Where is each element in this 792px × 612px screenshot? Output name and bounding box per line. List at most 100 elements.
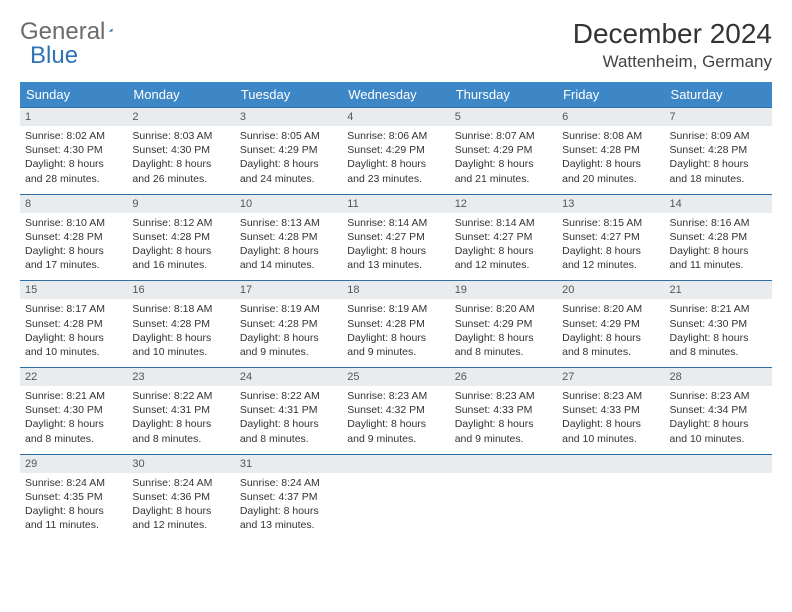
weekday-header: Monday	[127, 82, 234, 108]
day-number: 31	[235, 455, 342, 473]
daylight-line: Daylight: 8 hours and 11 minutes.	[25, 504, 122, 532]
day-info: Sunrise: 8:14 AMSunset: 4:27 PMDaylight:…	[450, 213, 557, 281]
day-number: 24	[235, 368, 342, 386]
sunrise-line: Sunrise: 8:23 AM	[455, 389, 552, 403]
daylight-line: Daylight: 8 hours and 13 minutes.	[240, 504, 337, 532]
sunset-line: Sunset: 4:29 PM	[455, 317, 552, 331]
day-info: Sunrise: 8:21 AMSunset: 4:30 PMDaylight:…	[665, 299, 772, 367]
sunrise-line: Sunrise: 8:03 AM	[132, 129, 229, 143]
sunrise-line: Sunrise: 8:02 AM	[25, 129, 122, 143]
day-info: Sunrise: 8:19 AMSunset: 4:28 PMDaylight:…	[235, 299, 342, 367]
calendar-day-cell: 25Sunrise: 8:23 AMSunset: 4:32 PMDayligh…	[342, 368, 449, 455]
day-info: Sunrise: 8:23 AMSunset: 4:34 PMDaylight:…	[665, 386, 772, 454]
daylight-line: Daylight: 8 hours and 17 minutes.	[25, 244, 122, 272]
calendar-day-cell: 14Sunrise: 8:16 AMSunset: 4:28 PMDayligh…	[665, 194, 772, 281]
logo-icon	[109, 21, 113, 39]
day-info: Sunrise: 8:15 AMSunset: 4:27 PMDaylight:…	[557, 213, 664, 281]
weekday-header: Thursday	[450, 82, 557, 108]
daylight-line: Daylight: 8 hours and 21 minutes.	[455, 157, 552, 185]
daylight-line: Daylight: 8 hours and 12 minutes.	[132, 504, 229, 532]
sunset-line: Sunset: 4:36 PM	[132, 490, 229, 504]
calendar-week-row: 1Sunrise: 8:02 AMSunset: 4:30 PMDaylight…	[20, 108, 772, 195]
daylight-line: Daylight: 8 hours and 20 minutes.	[562, 157, 659, 185]
calendar-day-cell: 31Sunrise: 8:24 AMSunset: 4:37 PMDayligh…	[235, 454, 342, 540]
day-number: 10	[235, 195, 342, 213]
calendar-day-cell	[342, 454, 449, 540]
day-number: 13	[557, 195, 664, 213]
day-number: 26	[450, 368, 557, 386]
calendar-table: Sunday Monday Tuesday Wednesday Thursday…	[20, 82, 772, 540]
day-info: Sunrise: 8:24 AMSunset: 4:35 PMDaylight:…	[20, 473, 127, 541]
daylight-line: Daylight: 8 hours and 9 minutes.	[347, 331, 444, 359]
daylight-line: Daylight: 8 hours and 8 minutes.	[25, 417, 122, 445]
sunset-line: Sunset: 4:28 PM	[670, 143, 767, 157]
day-number: 5	[450, 108, 557, 126]
sunset-line: Sunset: 4:27 PM	[455, 230, 552, 244]
daylight-line: Daylight: 8 hours and 23 minutes.	[347, 157, 444, 185]
sunrise-line: Sunrise: 8:14 AM	[455, 216, 552, 230]
sunset-line: Sunset: 4:35 PM	[25, 490, 122, 504]
calendar-day-cell: 23Sunrise: 8:22 AMSunset: 4:31 PMDayligh…	[127, 368, 234, 455]
daylight-line: Daylight: 8 hours and 10 minutes.	[670, 417, 767, 445]
daylight-line: Daylight: 8 hours and 12 minutes.	[562, 244, 659, 272]
day-number: 16	[127, 281, 234, 299]
day-info: Sunrise: 8:12 AMSunset: 4:28 PMDaylight:…	[127, 213, 234, 281]
daylight-line: Daylight: 8 hours and 28 minutes.	[25, 157, 122, 185]
day-number: 12	[450, 195, 557, 213]
day-info-empty	[665, 473, 772, 531]
calendar-day-cell: 24Sunrise: 8:22 AMSunset: 4:31 PMDayligh…	[235, 368, 342, 455]
sunrise-line: Sunrise: 8:24 AM	[132, 476, 229, 490]
daylight-line: Daylight: 8 hours and 8 minutes.	[132, 417, 229, 445]
daylight-line: Daylight: 8 hours and 11 minutes.	[670, 244, 767, 272]
title-block: December 2024 Wattenheim, Germany	[573, 18, 772, 72]
daylight-line: Daylight: 8 hours and 8 minutes.	[240, 417, 337, 445]
calendar-day-cell: 6Sunrise: 8:08 AMSunset: 4:28 PMDaylight…	[557, 108, 664, 195]
daylight-line: Daylight: 8 hours and 16 minutes.	[132, 244, 229, 272]
day-info: Sunrise: 8:21 AMSunset: 4:30 PMDaylight:…	[20, 386, 127, 454]
daylight-line: Daylight: 8 hours and 24 minutes.	[240, 157, 337, 185]
calendar-week-row: 22Sunrise: 8:21 AMSunset: 4:30 PMDayligh…	[20, 368, 772, 455]
day-number-empty	[342, 455, 449, 473]
day-info: Sunrise: 8:07 AMSunset: 4:29 PMDaylight:…	[450, 126, 557, 194]
calendar-day-cell: 3Sunrise: 8:05 AMSunset: 4:29 PMDaylight…	[235, 108, 342, 195]
calendar-day-cell: 10Sunrise: 8:13 AMSunset: 4:28 PMDayligh…	[235, 194, 342, 281]
day-number: 30	[127, 455, 234, 473]
sunset-line: Sunset: 4:37 PM	[240, 490, 337, 504]
weekday-header: Sunday	[20, 82, 127, 108]
daylight-line: Daylight: 8 hours and 10 minutes.	[562, 417, 659, 445]
day-number: 18	[342, 281, 449, 299]
day-info-empty	[557, 473, 664, 531]
day-info: Sunrise: 8:09 AMSunset: 4:28 PMDaylight:…	[665, 126, 772, 194]
sunrise-line: Sunrise: 8:09 AM	[670, 129, 767, 143]
daylight-line: Daylight: 8 hours and 26 minutes.	[132, 157, 229, 185]
day-number: 2	[127, 108, 234, 126]
sunrise-line: Sunrise: 8:17 AM	[25, 302, 122, 316]
sunset-line: Sunset: 4:28 PM	[562, 143, 659, 157]
sunset-line: Sunset: 4:28 PM	[25, 230, 122, 244]
daylight-line: Daylight: 8 hours and 18 minutes.	[670, 157, 767, 185]
sunset-line: Sunset: 4:28 PM	[347, 317, 444, 331]
sunrise-line: Sunrise: 8:15 AM	[562, 216, 659, 230]
day-number: 19	[450, 281, 557, 299]
daylight-line: Daylight: 8 hours and 12 minutes.	[455, 244, 552, 272]
calendar-day-cell: 11Sunrise: 8:14 AMSunset: 4:27 PMDayligh…	[342, 194, 449, 281]
day-info: Sunrise: 8:18 AMSunset: 4:28 PMDaylight:…	[127, 299, 234, 367]
sunrise-line: Sunrise: 8:06 AM	[347, 129, 444, 143]
calendar-day-cell: 7Sunrise: 8:09 AMSunset: 4:28 PMDaylight…	[665, 108, 772, 195]
day-info: Sunrise: 8:20 AMSunset: 4:29 PMDaylight:…	[557, 299, 664, 367]
sunset-line: Sunset: 4:29 PM	[455, 143, 552, 157]
day-number-empty	[665, 455, 772, 473]
sunrise-line: Sunrise: 8:20 AM	[455, 302, 552, 316]
weekday-header: Saturday	[665, 82, 772, 108]
day-number: 7	[665, 108, 772, 126]
daylight-line: Daylight: 8 hours and 8 minutes.	[455, 331, 552, 359]
header: General December 2024 Wattenheim, German…	[20, 18, 772, 72]
day-number: 23	[127, 368, 234, 386]
sunset-line: Sunset: 4:27 PM	[562, 230, 659, 244]
calendar-day-cell: 13Sunrise: 8:15 AMSunset: 4:27 PMDayligh…	[557, 194, 664, 281]
calendar-day-cell: 17Sunrise: 8:19 AMSunset: 4:28 PMDayligh…	[235, 281, 342, 368]
sunrise-line: Sunrise: 8:23 AM	[562, 389, 659, 403]
day-number-empty	[450, 455, 557, 473]
day-number: 3	[235, 108, 342, 126]
day-info: Sunrise: 8:17 AMSunset: 4:28 PMDaylight:…	[20, 299, 127, 367]
